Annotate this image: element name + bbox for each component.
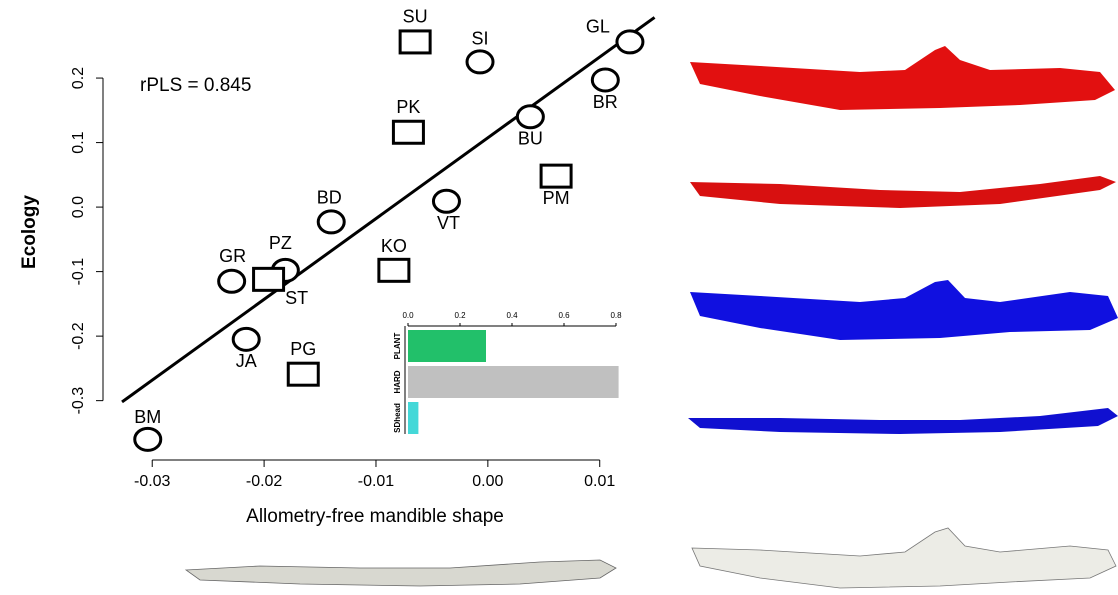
mandible-blue-lateral: [690, 280, 1118, 340]
y-tick-label: -0.1: [70, 258, 87, 286]
inset-bar: [408, 366, 619, 398]
x-tick-label: -0.02: [246, 473, 283, 490]
point-circle: [433, 190, 459, 212]
point-label: SU: [403, 7, 428, 27]
inset-category-label: HARD: [393, 370, 402, 393]
point-label: BD: [317, 188, 342, 208]
point-circle: [318, 211, 344, 233]
point-label: ST: [285, 288, 308, 308]
point-label: VT: [437, 213, 460, 233]
point-circle: [233, 328, 259, 350]
x-tick-label: 0.00: [472, 473, 503, 490]
inset-tick-label: 0.8: [610, 311, 622, 320]
point-label: PZ: [269, 233, 292, 253]
figure: Allometry-free mandible shape Ecology rP…: [0, 0, 1118, 590]
inset-category-label: SDhead: [393, 403, 402, 433]
point-label: KO: [381, 236, 407, 256]
y-tick-label: 0.2: [70, 67, 87, 89]
x-tick-label: -0.03: [134, 473, 171, 490]
mandible-grey-occlusal: [186, 560, 616, 586]
point-square: [254, 268, 284, 290]
point-circle: [219, 270, 245, 292]
mandible-red-lateral: [690, 46, 1115, 110]
point-square: [288, 363, 318, 385]
mandible-grey-lateral: [692, 528, 1116, 588]
point-label: BM: [134, 407, 161, 427]
point-square: [541, 165, 571, 187]
point-label: PM: [543, 188, 570, 208]
inset-bar: [408, 330, 486, 362]
point-label: GL: [586, 17, 610, 37]
annotation: rPLS = 0.845: [140, 75, 251, 96]
point-label: BU: [518, 129, 543, 149]
x-tick-label: 0.01: [584, 473, 615, 490]
point-square: [400, 31, 430, 53]
y-tick-label: 0.1: [70, 131, 87, 153]
point-label: GR: [219, 246, 246, 266]
inset-tick-label: 0.4: [506, 311, 518, 320]
mandible-red-occlusal: [690, 176, 1116, 208]
inset-category-label: PLANT: [393, 333, 402, 360]
inset-tick-label: 0.2: [454, 311, 466, 320]
point-label: PK: [396, 97, 420, 117]
mandible-blue-occlusal: [688, 408, 1118, 434]
y-axis-label: Ecology: [19, 195, 40, 269]
y-tick-label: -0.2: [70, 322, 87, 350]
point-label: JA: [236, 351, 257, 371]
point-label: PG: [290, 339, 316, 359]
inset-tick-label: 0.6: [558, 311, 570, 320]
x-axis-label: Allometry-free mandible shape: [246, 506, 504, 527]
point-label: BR: [593, 92, 618, 112]
point-square: [379, 259, 409, 281]
point-label: SI: [472, 29, 489, 49]
point-circle: [617, 31, 643, 53]
point-circle: [592, 69, 618, 91]
inset-tick-label: 0.0: [402, 311, 414, 320]
x-tick-label: -0.01: [358, 473, 395, 490]
y-tick-label: 0.0: [70, 196, 87, 218]
point-circle: [517, 106, 543, 128]
point-circle: [135, 428, 161, 450]
inset-bar: [408, 402, 418, 434]
point-square: [393, 121, 423, 143]
y-tick-label: -0.3: [70, 387, 87, 415]
point-circle: [467, 51, 493, 73]
